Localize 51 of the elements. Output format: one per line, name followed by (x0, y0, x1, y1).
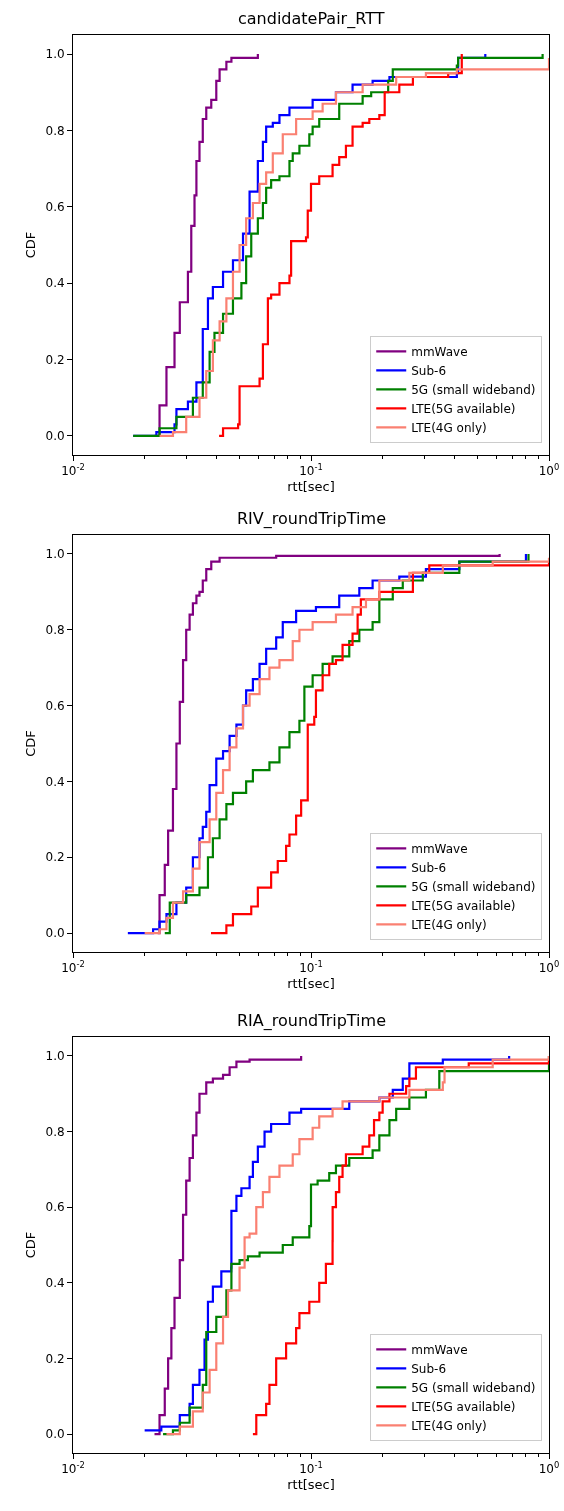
x-tick-label: 10$^{0}$ (538, 462, 560, 479)
y-axis-title: CDF (23, 730, 39, 757)
x-tick-label: 10$^{-2}$ (61, 462, 85, 479)
y-tick-label: 0.6 (45, 200, 65, 215)
legend-label: 5G (small wideband) (411, 383, 536, 398)
y-axis-title: CDF (23, 1231, 39, 1259)
y-tick-label: 1.0 (45, 547, 65, 562)
x-axis-title: rtt[sec] (287, 479, 335, 494)
legend-label: mmWave (411, 345, 468, 360)
x-tick-label: 10$^{-2}$ (61, 959, 85, 976)
legend-label: LTE(5G available) (411, 899, 516, 914)
y-tick-label: 0.8 (45, 622, 65, 637)
chart-title: RIV_roundTripTime (237, 509, 386, 529)
chart-title: RIA_roundTripTime (237, 1011, 386, 1031)
y-tick-label: 0.2 (45, 1351, 65, 1366)
y-tick-label: 0.4 (45, 774, 65, 789)
x-axis-title: rtt[sec] (287, 976, 335, 991)
y-tick-label: 0.0 (45, 1427, 65, 1442)
y-tick-label: 0.6 (45, 1200, 65, 1215)
y-tick-label: 0.0 (45, 429, 65, 444)
legend-label: LTE(5G available) (411, 402, 516, 417)
y-tick-label: 0.2 (45, 850, 65, 865)
legend-label: LTE(5G available) (411, 1400, 516, 1415)
x-axis-title: rtt[sec] (287, 1477, 335, 1492)
legend-label: 5G (small wideband) (411, 1381, 536, 1396)
legend-label: mmWave (411, 1343, 468, 1358)
legend-label: mmWave (411, 842, 468, 857)
legend-label: 5G (small wideband) (411, 880, 536, 895)
y-tick-label: 0.8 (45, 1124, 65, 1139)
x-tick-label: 10$^{0}$ (538, 1460, 560, 1477)
x-tick-label: 10$^{-2}$ (61, 1460, 85, 1477)
y-tick-label: 0.4 (45, 276, 65, 291)
y-tick-label: 0.4 (45, 1276, 65, 1291)
legend-label: Sub-6 (411, 861, 447, 876)
legend-label: LTE(4G only) (411, 421, 487, 436)
y-tick-label: 0.0 (45, 926, 65, 941)
y-axis-title: CDF (23, 231, 39, 259)
legend-label: Sub-6 (411, 364, 447, 379)
legend-label: LTE(4G only) (411, 918, 487, 933)
y-tick-label: 1.0 (45, 1049, 65, 1064)
legend-label: Sub-6 (411, 1362, 447, 1377)
y-tick-label: 0.2 (45, 352, 65, 367)
chart-title: candidatePair_RTT (238, 9, 385, 29)
x-tick-label: 10$^{-1}$ (299, 959, 323, 976)
x-tick-label: 10$^{0}$ (538, 959, 560, 976)
x-tick-label: 10$^{-1}$ (299, 1460, 323, 1477)
y-tick-label: 0.8 (45, 123, 65, 138)
y-tick-label: 0.6 (45, 698, 65, 713)
x-tick-label: 10$^{-1}$ (299, 462, 323, 479)
y-tick-label: 1.0 (45, 47, 65, 62)
legend-label: LTE(4G only) (411, 1419, 487, 1434)
